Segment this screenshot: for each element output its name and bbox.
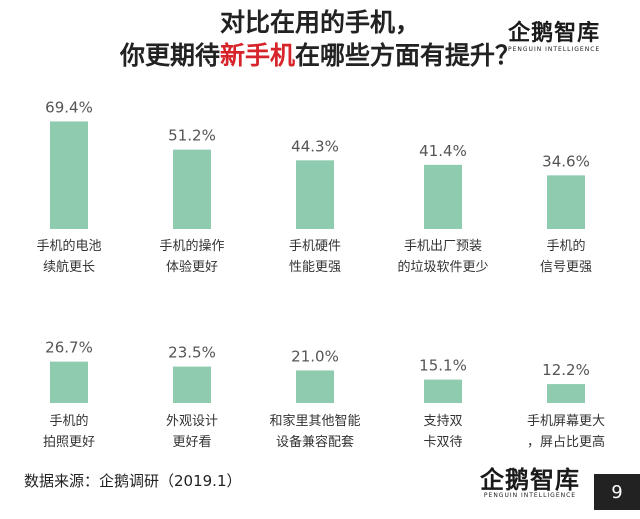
bar-9: [424, 379, 462, 403]
bar-4: [424, 164, 462, 229]
bar-5: [547, 175, 585, 229]
category-label-2-line-2: 体验更好: [166, 259, 218, 275]
category-label-9-line-2: 卡双待: [423, 435, 462, 450]
category-label-3-line-1: 手机硬件: [289, 239, 341, 254]
category-label-5-line-1: 手机的: [546, 238, 585, 254]
footer-logo: 企鹅智库 PENGUIN INTELLIGENCE: [480, 468, 580, 500]
logo-subtitle: PENGUIN INTELLIGENCE: [508, 46, 601, 53]
page-number: 9: [594, 474, 640, 510]
category-label-7-line-2: 更好看: [172, 434, 211, 450]
title-line-2: 你更期待新手机在哪些方面有提升？: [0, 39, 640, 72]
chart-title: 对比在用的手机， 你更期待新手机在哪些方面有提升？: [0, 6, 640, 72]
bar-10: [547, 384, 585, 403]
data-source: 数据来源：企鹅调研（2019.1）: [24, 472, 242, 490]
value-label-6: 26.7%: [45, 339, 93, 357]
category-label-8-line-1: 和家里其他智能: [269, 413, 360, 429]
category-label-2-line-1: 手机的操作: [159, 238, 224, 254]
value-label-4: 41.4%: [419, 142, 467, 160]
title-line-1: 对比在用的手机，: [219, 8, 420, 37]
bar-7: [173, 366, 211, 403]
brand-logo: 企鹅智库 PENGUIN INTELLIGENCE: [508, 22, 600, 54]
title-prefix: 你更期待: [119, 41, 220, 70]
value-label-10: 12.2%: [542, 361, 590, 379]
bar-3: [296, 160, 334, 229]
bar-8: [296, 370, 334, 403]
title-suffix: 在哪些方面有提升？: [295, 41, 521, 70]
bar-1: [50, 121, 88, 229]
category-label-6-line-1: 手机的: [49, 413, 88, 429]
title-highlight: 新手机: [219, 41, 295, 70]
category-label-4-line-2: 的垃圾软件更少: [397, 259, 488, 275]
category-label-8-line-2: 设备兼容配套: [276, 434, 354, 450]
bar-6: [50, 361, 88, 403]
value-label-9: 15.1%: [419, 357, 467, 375]
footer-logo-subtitle: PENGUIN INTELLIGENCE: [483, 492, 577, 499]
footer-logo-text: 企鹅智库: [480, 466, 580, 494]
category-label-9-line-1: 支持双: [423, 414, 462, 429]
category-label-7-line-1: 外观设计: [166, 414, 218, 429]
category-label-1-line-1: 手机的电池: [36, 238, 101, 254]
category-label-5-line-2: 信号更强: [540, 260, 592, 275]
category-label-10-line-2: ，屏占比更高: [527, 434, 605, 450]
value-label-3: 44.3%: [291, 137, 339, 155]
category-label-6-line-2: 拍照更好: [43, 435, 95, 450]
value-label-8: 21.0%: [291, 347, 339, 365]
value-label-1: 69.4%: [45, 98, 93, 116]
value-label-2: 51.2%: [168, 127, 216, 145]
category-label-1-line-2: 续航更长: [43, 259, 95, 275]
category-label-10-line-1: 手机屏幕更大: [527, 414, 605, 429]
category-label-4-line-1: 手机出厂预装: [404, 239, 482, 254]
value-label-5: 34.6%: [542, 152, 590, 170]
value-label-7: 23.5%: [168, 344, 216, 362]
logo-text: 企鹅智库: [508, 21, 601, 46]
category-label-3-line-2: 性能更强: [289, 260, 341, 275]
bar-2: [173, 149, 211, 229]
